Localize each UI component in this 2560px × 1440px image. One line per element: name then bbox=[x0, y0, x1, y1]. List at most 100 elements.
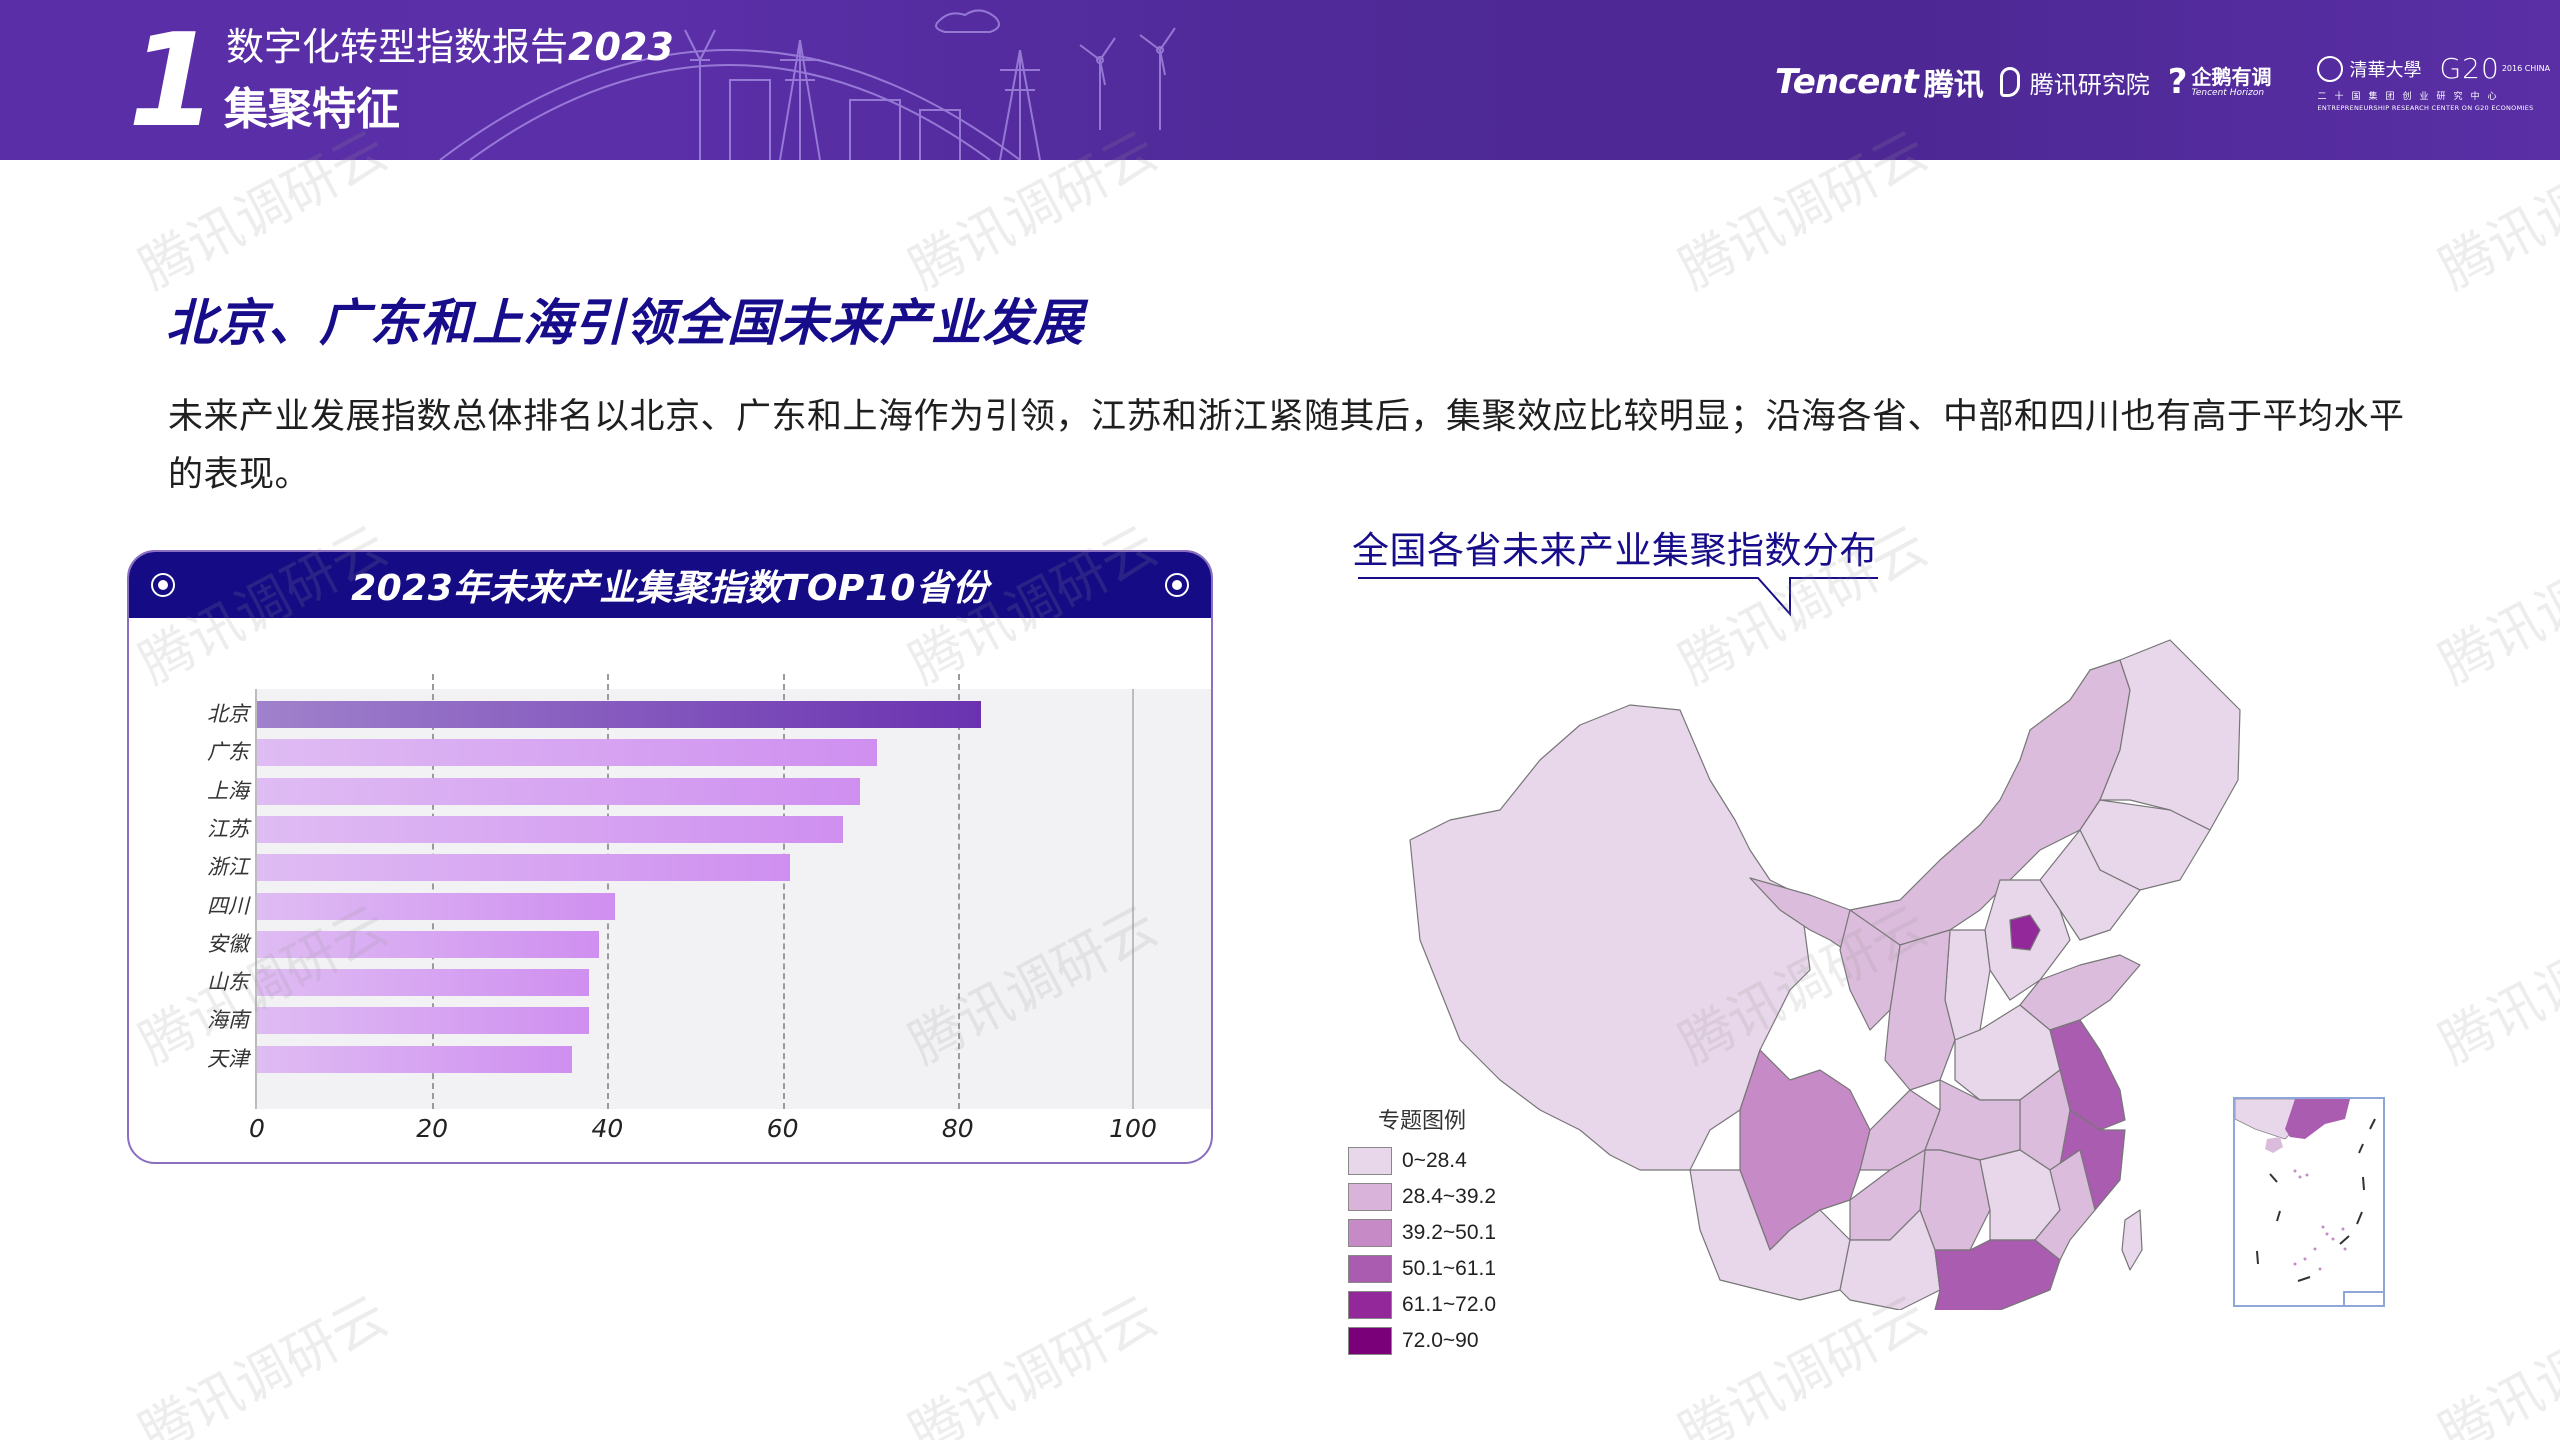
watermark: 腾讯调研云 bbox=[2429, 893, 2560, 1077]
legend-swatch bbox=[1348, 1147, 1392, 1175]
region-west bbox=[1409, 704, 1811, 1171]
page-headline: 北京、广东和上海引领全国未来产业发展 bbox=[166, 294, 1084, 352]
tsinghua-seal-icon bbox=[2317, 55, 2344, 82]
legend-swatch bbox=[1348, 1255, 1392, 1283]
report-title-year: 2023 bbox=[568, 25, 674, 69]
bar-category-label: 山东 bbox=[207, 970, 249, 995]
legend-title: 专题图例 bbox=[1378, 1109, 1467, 1134]
region-shanxi bbox=[1944, 929, 1991, 1041]
right-axis-line bbox=[1132, 689, 1134, 1109]
bar-category-label: 上海 bbox=[207, 778, 249, 803]
tencent-cn-logo: 腾讯 bbox=[1923, 68, 1984, 103]
bar-category-label: 北京 bbox=[207, 702, 249, 726]
horizon-cn: 企鹅有调 bbox=[2191, 64, 2272, 89]
inset-scale-box bbox=[2343, 1291, 2383, 1305]
legend-range-label: 39.2~50.1 bbox=[1402, 1221, 1497, 1244]
y-axis-line bbox=[255, 689, 257, 1109]
legend-item: 72.0~90 bbox=[1348, 1323, 1496, 1359]
gridline bbox=[782, 674, 785, 1109]
top10-chart-card: 2023年未来产业集聚指数TOP10省份 北京 广东 上海 江苏 浙江 四川 安徽 山东 海南天… bbox=[127, 550, 1213, 1164]
bar[interactable] bbox=[257, 930, 599, 958]
region-fujian bbox=[2034, 1149, 2096, 1261]
report-title-text: 数字化转型指数报告 bbox=[226, 25, 569, 69]
radio-dot-icon bbox=[1165, 573, 1189, 597]
legend-range-label: 28.4~39.2 bbox=[1402, 1185, 1497, 1208]
bar[interactable] bbox=[257, 777, 860, 805]
region-ningxia bbox=[1839, 909, 1901, 1031]
bar-row: 上海 bbox=[129, 777, 1209, 805]
bar-row: 北京 bbox=[129, 701, 1209, 728]
bar[interactable] bbox=[257, 739, 878, 767]
region-shandong bbox=[2019, 954, 2141, 1031]
tencent-research-institute-logo: 腾讯研究院 bbox=[2029, 70, 2150, 99]
gridline bbox=[957, 674, 960, 1109]
center-cn: 二十国集团创业研究中心 bbox=[2317, 92, 2505, 102]
china-choropleth-map bbox=[1409, 639, 2241, 1310]
x-tick-label: 20 bbox=[416, 1114, 449, 1143]
bar-category-label: 安徽 bbox=[207, 931, 249, 956]
gridline bbox=[432, 674, 435, 1109]
tencent-horizon-logo: ? 企鹅有调 Tencent Horizon bbox=[2168, 62, 2272, 102]
legend-swatch bbox=[1348, 1291, 1392, 1319]
bar[interactable] bbox=[257, 969, 589, 997]
bar-row: 海南 bbox=[129, 1007, 1209, 1035]
map-legend: 专题图例 0~28.4 28.4~39.2 39.2~50.1 50.1~61.1 61… bbox=[1348, 1103, 1496, 1359]
map-title: 全国各省未来产业集聚指数分布 bbox=[1352, 529, 1877, 572]
gridline bbox=[607, 674, 610, 1109]
region-beijing bbox=[2009, 914, 2041, 951]
x-tick-label: 80 bbox=[941, 1114, 974, 1143]
bar-category-label: 广东 bbox=[207, 740, 249, 765]
bar[interactable] bbox=[257, 1007, 589, 1035]
summary-paragraph: 未来产业发展指数总体排名以北京、广东和上海作为引领，江苏和浙江紧随其后，集聚效应… bbox=[168, 397, 2405, 495]
legend-range-label: 61.1~72.0 bbox=[1402, 1293, 1497, 1316]
partner-logos: Tencent 腾讯 腾讯研究院 ? 企鹅有调 Tencent Horizon … bbox=[1775, 52, 2550, 112]
x-tick-label: 0 bbox=[249, 1114, 265, 1143]
legend-range-label: 72.0~90 bbox=[1402, 1329, 1479, 1352]
report-title: 数字化转型指数报告2023 bbox=[226, 28, 674, 66]
x-tick-label: 100 bbox=[1109, 1114, 1157, 1143]
legend-swatch bbox=[1348, 1327, 1392, 1355]
center-en: ENTREPRENEURSHIP RESEARCH CENTER ON G20 … bbox=[2317, 104, 2534, 112]
south-china-sea-inset bbox=[2233, 1097, 2385, 1307]
bar-row: 浙江 bbox=[129, 854, 1209, 882]
bar-row: 四川 bbox=[129, 892, 1209, 920]
bar-category-label: 海南 bbox=[207, 1008, 249, 1033]
bar-category-label: 四川 bbox=[207, 893, 249, 918]
legend-item: 28.4~39.2 bbox=[1348, 1179, 1496, 1215]
chart-card-header: 2023年未来产业集聚指数TOP10省份 bbox=[129, 552, 1211, 618]
radio-dot-icon bbox=[151, 573, 175, 597]
bar[interactable] bbox=[257, 854, 790, 882]
bar-row: 安徽 bbox=[129, 930, 1209, 958]
bar[interactable] bbox=[257, 701, 982, 728]
map-title-callout-line bbox=[1358, 577, 1878, 617]
bar[interactable] bbox=[257, 892, 616, 920]
region-guangdong bbox=[1934, 1239, 2061, 1310]
south-china-sea-map bbox=[2235, 1099, 2376, 1282]
bar-category-label: 浙江 bbox=[207, 855, 249, 880]
legend-swatch bbox=[1348, 1219, 1392, 1247]
tencent-research-icon bbox=[1999, 67, 2020, 97]
x-tick-label: 60 bbox=[766, 1114, 799, 1143]
bar-row: 山东 bbox=[129, 969, 1209, 997]
bar-row: 广东 bbox=[129, 739, 1209, 767]
watermark: 腾讯调研云 bbox=[899, 1283, 1167, 1440]
legend-swatch bbox=[1348, 1183, 1392, 1211]
legend-item: 61.1~72.0 bbox=[1348, 1287, 1496, 1323]
legend-item: 50.1~61.1 bbox=[1348, 1251, 1496, 1287]
bar[interactable] bbox=[257, 815, 844, 843]
legend-range-label: 50.1~61.1 bbox=[1402, 1257, 1497, 1280]
legend-item: 39.2~50.1 bbox=[1348, 1215, 1496, 1251]
legend-range-label: 0~28.4 bbox=[1402, 1149, 1467, 1172]
bar-row: 江苏 bbox=[129, 815, 1209, 843]
tsinghua-g20-logo: 清華大學 G20 2016 CHINA 二十国集团创业研究中心 ENTREPRE… bbox=[2317, 52, 2550, 112]
bar[interactable] bbox=[257, 1045, 573, 1073]
watermark: 腾讯调研云 bbox=[2429, 1283, 2560, 1440]
header-banner: 1 数字化转型指数报告2023 集聚特征 Tencent 腾讯 腾讯研究院 ? … bbox=[0, 0, 2560, 160]
bar-category-label: 江苏 bbox=[207, 816, 249, 841]
chapter-number: 1 bbox=[128, 7, 217, 156]
watermark: 腾讯调研云 bbox=[2429, 513, 2560, 697]
g20-year: 2016 CHINA bbox=[2501, 63, 2551, 73]
g20-logo: G20 bbox=[2439, 52, 2500, 85]
legend-item: 0~28.4 bbox=[1348, 1143, 1496, 1179]
x-tick-label: 40 bbox=[591, 1114, 624, 1143]
